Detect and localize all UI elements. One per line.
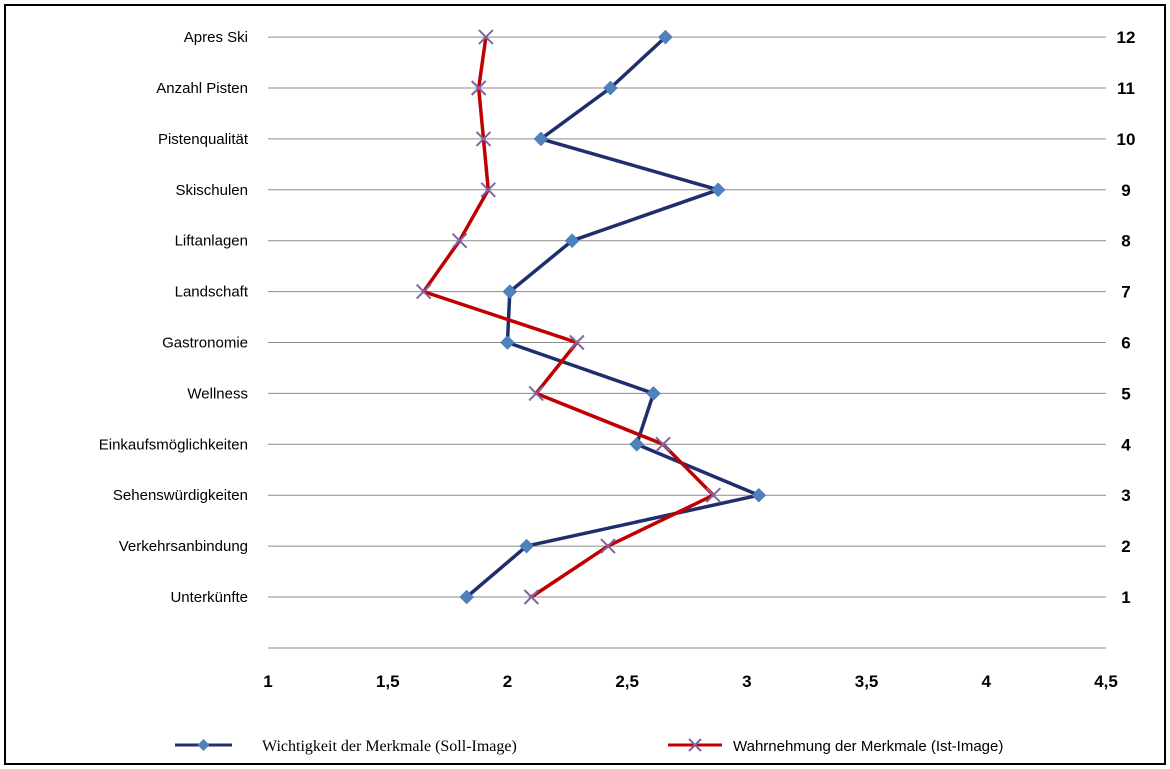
x-tick-label: 1,5 [376,672,400,691]
data-point [710,182,726,198]
series-line [421,36,716,599]
category-label: Pistenqualität [158,131,249,148]
data-point [519,538,534,554]
category-number: 6 [1121,334,1130,353]
category-label: Sehenswürdigkeiten [113,487,248,504]
legend-item-2: Wahrnehmung der Merkmale (Ist-Image) [668,738,1003,755]
x-tick-label: 4,5 [1094,672,1118,691]
data-point [600,538,616,554]
data-point [459,589,475,605]
data-point [500,335,515,350]
category-labels: Unterkünfte Verkehrsanbindung Sehenswürdig… [99,29,249,606]
data-point [658,29,673,45]
data-point [470,80,487,96]
gridlines [268,36,1106,649]
series-2 [415,29,722,605]
data-point [478,29,494,45]
data-point [475,131,492,147]
legend-item-1: Wichtigkeit der Merkmale (Soll-Image) [175,738,517,755]
category-label: Landschaft [175,284,249,301]
legend: Wichtigkeit der Merkmale (Soll-Image) Wah… [175,738,1003,755]
data-point [533,131,549,147]
data-point [564,233,580,249]
data-point [751,487,767,503]
legend-label: Wahrnehmung der Merkmale (Ist-Image) [733,738,1003,755]
x-tick-label: 4 [982,672,992,691]
category-label: Anzahl Pisten [156,80,248,97]
data-point [528,385,544,402]
data-point [523,589,540,605]
category-label: Wellness [187,385,248,402]
category-number: 1 [1121,588,1130,607]
legend-marker [688,738,702,752]
data-point [629,436,645,452]
category-label: Skischulen [175,182,248,199]
category-number: 4 [1121,435,1131,454]
x-tick-label: 2,5 [615,672,639,691]
series-1 [459,29,767,605]
category-number: 3 [1121,486,1130,505]
category-label: Gastronomie [162,335,248,352]
data-point [705,487,722,503]
data-point [451,232,468,249]
legend-marker [197,739,210,751]
x-axis-ticks: 1 1,5 2 2,5 3 3,5 4 4,5 [263,672,1118,691]
category-label: Einkaufsmöglichkeiten [99,436,248,453]
data-point [480,182,496,198]
data-point [655,436,671,453]
x-tick-label: 1 [263,672,272,691]
data-point [603,80,618,96]
chart-frame [4,4,1166,765]
x-tick-label: 3 [742,672,751,691]
category-number: 10 [1117,130,1136,149]
category-number: 7 [1121,283,1130,302]
category-label: Liftanlagen [175,233,248,250]
category-number: 11 [1117,79,1135,98]
category-label: Unterkünfte [170,589,248,606]
category-label: Apres Ski [184,29,248,46]
series-line [465,35,761,599]
x-tick-label: 2 [503,672,512,691]
data-point [569,334,585,351]
category-number: 8 [1121,232,1130,251]
category-number: 9 [1121,181,1130,200]
data-point [415,283,432,300]
data-point [646,386,661,401]
category-number: 12 [1117,28,1136,47]
data-point [502,284,518,299]
category-number: 2 [1121,537,1130,556]
category-label: Verkehrsanbindung [119,538,248,555]
x-tick-label: 3,5 [855,672,879,691]
category-number: 5 [1121,384,1130,403]
legend-label: Wichtigkeit der Merkmale (Soll-Image) [262,738,517,755]
series-lines [415,29,767,605]
